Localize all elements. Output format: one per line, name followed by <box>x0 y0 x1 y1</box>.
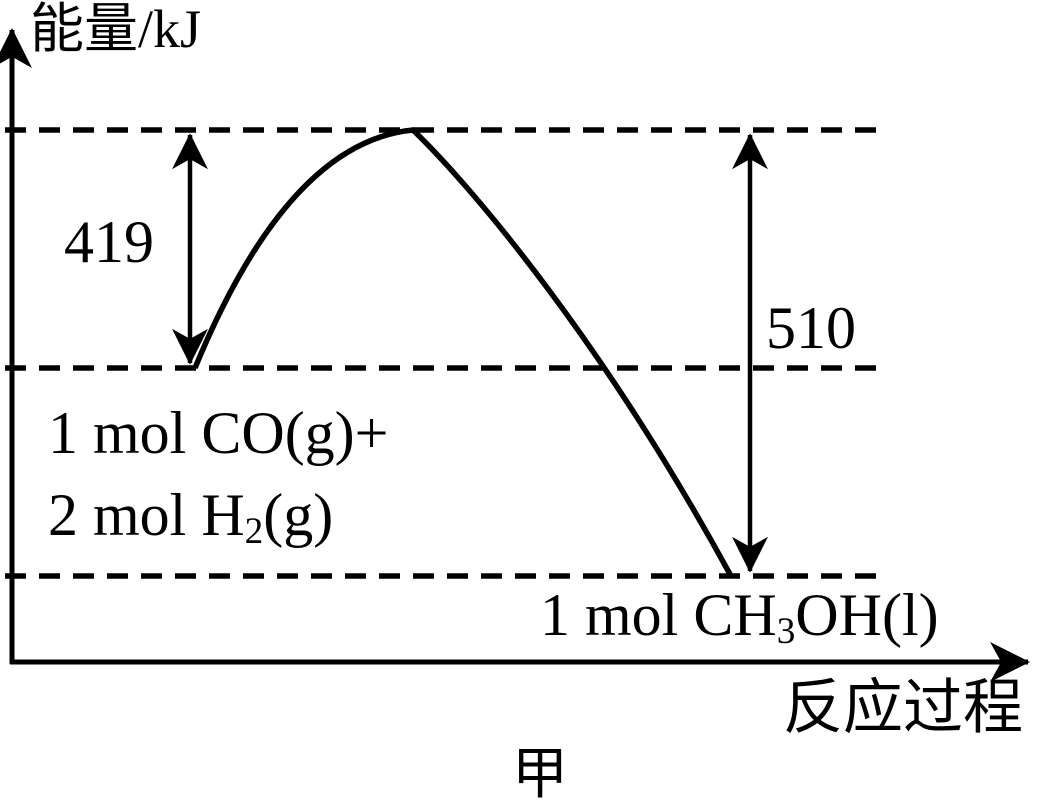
reactants-line2-prefix: 2 mol H <box>48 482 245 548</box>
figure-caption: 甲 <box>512 742 568 805</box>
product-prefix: 1 mol CH <box>540 582 777 648</box>
reactants-line2: 2 mol H2(g) <box>48 474 389 565</box>
reactants-label: 1 mol CO(g)+ 2 mol H2(g) <box>48 392 389 565</box>
x-axis-label: 反应过程 <box>783 674 1023 741</box>
reactants-line2-subscript: 2 <box>244 511 264 553</box>
product-subscript: 3 <box>776 611 796 653</box>
product-label: 1 mol CH3OH(l) <box>540 582 939 650</box>
descent-energy-value: 510 <box>766 295 856 361</box>
reactants-line1: 1 mol CO(g)+ <box>48 400 389 466</box>
reactants-line2-suffix: (g) <box>263 482 334 548</box>
activation-energy-value: 419 <box>64 209 154 275</box>
reaction-energy-curve <box>192 127 734 578</box>
product-suffix: OH(l) <box>795 582 939 648</box>
y-axis-label: 能量/kJ <box>30 0 202 59</box>
